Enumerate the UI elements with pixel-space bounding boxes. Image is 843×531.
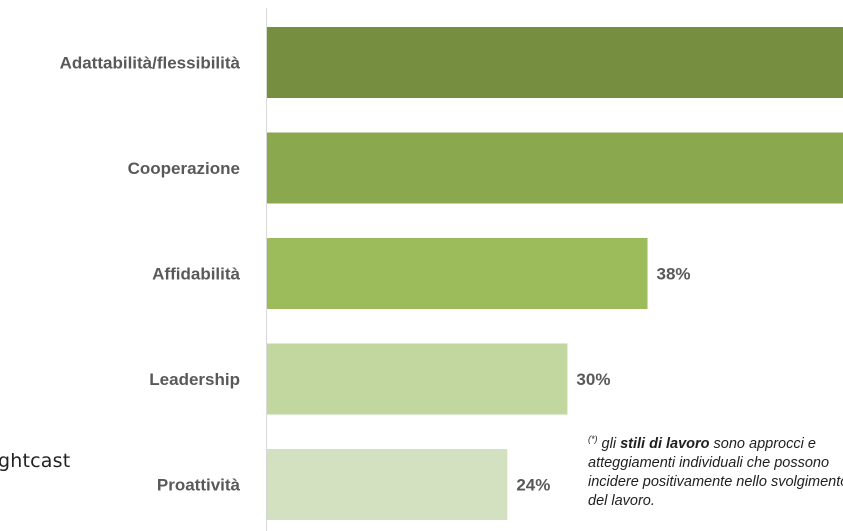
bar-1 xyxy=(267,132,843,204)
category-label-3: Leadership xyxy=(149,370,240,389)
value-label-2: 38% xyxy=(657,265,691,284)
category-label-2: Affidabilità xyxy=(152,265,240,284)
bar-4 xyxy=(267,449,508,520)
bar-2 xyxy=(267,238,648,309)
bar-0 xyxy=(267,27,843,98)
value-label-3: 30% xyxy=(576,370,610,389)
footnote-post: sono approcci e atteggiamenti individual… xyxy=(588,435,843,509)
value-label-4: 24% xyxy=(516,476,550,495)
bar-3 xyxy=(267,343,568,415)
footnote: (*) gli stili di lavoro sono approcci e … xyxy=(588,430,843,511)
category-label-1: Cooperazione xyxy=(128,159,240,178)
category-axis-line xyxy=(266,8,267,531)
category-label-0: Adattabilità/flessibilità xyxy=(60,54,241,73)
footnote-marker: (*) xyxy=(588,434,598,444)
footnote-pre: gli xyxy=(597,435,621,452)
category-label-4: Proattività xyxy=(157,476,241,495)
brand-logo: ghtcast xyxy=(0,450,71,472)
footnote-bold: stili di lavoro xyxy=(620,435,710,452)
